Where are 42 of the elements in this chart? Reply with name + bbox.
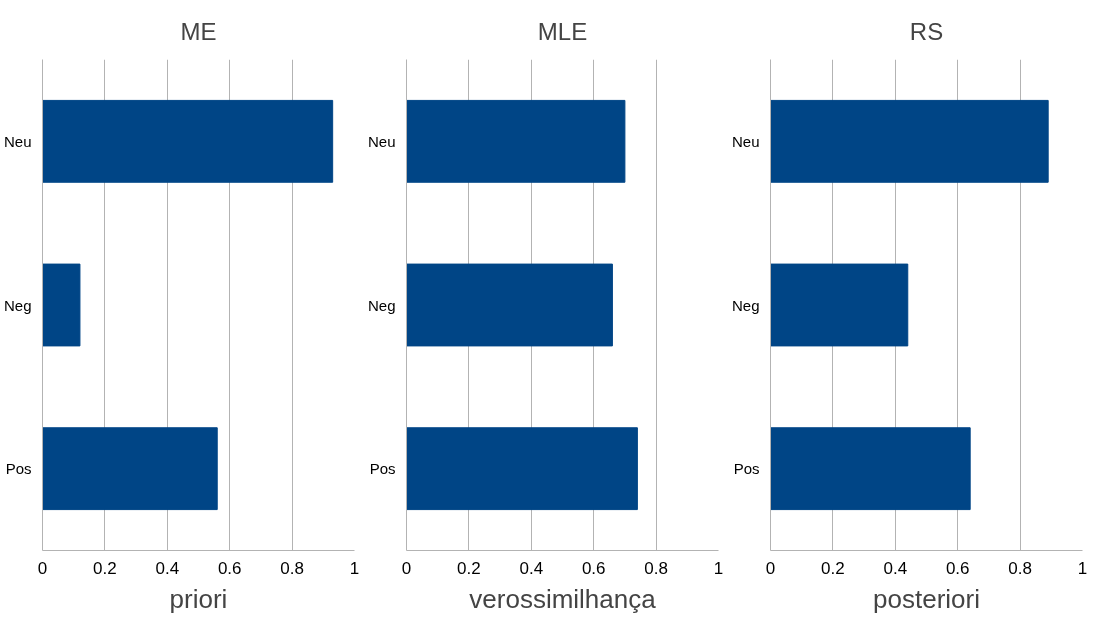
bar [42, 263, 81, 347]
x-tick-label: 0.2 [93, 558, 117, 578]
x-tick-label: 0 [37, 558, 48, 578]
x-axis-title: posteriori [873, 583, 980, 614]
y-tick-label: Neg [367, 296, 396, 314]
x-tick-label: 1 [713, 558, 724, 578]
y-tick-label: Neu [3, 132, 32, 150]
x-tick-label: 0.6 [581, 558, 606, 578]
x-tick-label: 1 [1077, 558, 1088, 578]
x-tick-label: 1 [349, 558, 360, 578]
x-tick-label: 0.4 [519, 558, 544, 578]
bar [406, 99, 626, 183]
bar [406, 263, 613, 347]
bar [406, 427, 638, 511]
y-tick-label: Neu [731, 132, 760, 150]
x-tick-label: 0.2 [821, 558, 845, 578]
y-tick-label: Pos [5, 460, 32, 478]
bar [42, 99, 334, 183]
bar [770, 427, 971, 511]
bar [770, 263, 909, 347]
x-tick-label: 0 [765, 558, 776, 578]
y-tick-label: Neg [3, 296, 32, 314]
x-tick-label: 0.8 [280, 558, 304, 578]
chart-title: MLE [537, 17, 588, 45]
x-tick-label: 0.8 [644, 558, 668, 578]
y-tick-label: Neg [731, 296, 760, 314]
y-tick-label: Neu [367, 132, 396, 150]
y-tick-label: Pos [369, 460, 396, 478]
chart-title: RS [909, 17, 944, 45]
x-tick-label: 0.4 [155, 558, 180, 578]
x-tick-label: 0.4 [883, 558, 908, 578]
bar [42, 427, 218, 511]
x-tick-label: 0.8 [1008, 558, 1032, 578]
x-tick-label: 0.2 [457, 558, 481, 578]
bar [770, 99, 1049, 183]
chart-title: ME [180, 17, 217, 45]
x-axis-title: priori [169, 583, 228, 614]
x-tick-label: 0.6 [217, 558, 242, 578]
y-tick-label: Pos [733, 460, 760, 478]
x-axis-title: verossimilhança [469, 583, 657, 614]
x-tick-label: 0.6 [945, 558, 970, 578]
x-tick-label: 0 [401, 558, 412, 578]
